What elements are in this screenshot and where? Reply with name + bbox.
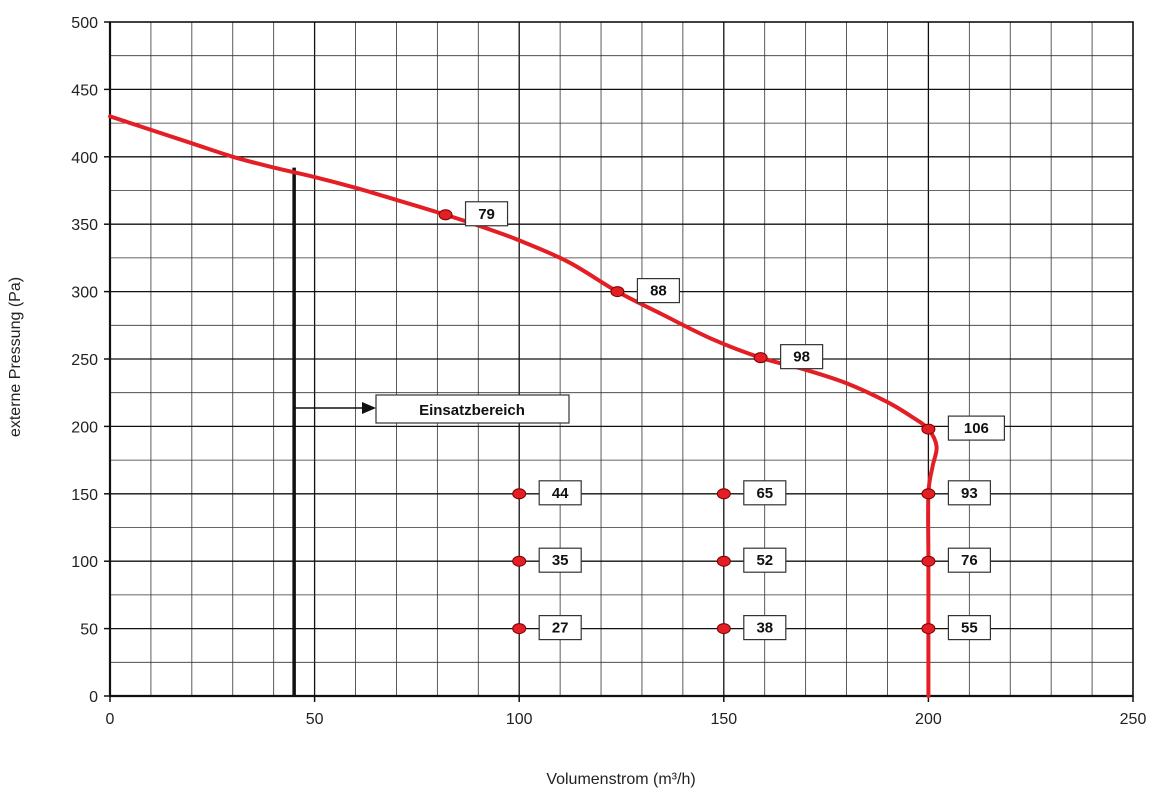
data-point-label-box [947,480,992,506]
data-point-label: 93 [961,485,978,502]
x-tick-label: 50 [306,711,324,728]
data-point-label: 38 [756,620,773,637]
data-point-label-box [464,201,509,227]
data-point-label: 65 [756,485,773,502]
data-point-label-box [743,614,787,641]
data-point [753,352,768,364]
data-point-label: 98 [793,349,810,366]
data-point-label: 55 [961,620,978,637]
y-tick-label: 350 [71,217,98,234]
data-point-label-box [538,480,582,506]
data-point [921,423,936,435]
x-tick-label: 0 [106,711,115,728]
x-tick-label: 250 [1120,711,1147,728]
data-point-label: 79 [478,206,495,223]
data-point-label-box [538,614,582,641]
tick-labels: 0 50 100 150 200 250 0 50 100 150 200 250 300 350 400 4… [71,15,1146,728]
annotation-arrow-head [362,402,376,414]
x-tick-label: 200 [915,711,942,728]
annotation-box [375,394,570,424]
data-point [921,488,936,500]
data-point-label: 106 [964,420,989,437]
data-point-label: 88 [650,283,667,300]
data-point [512,555,527,567]
data-point [438,209,453,221]
data-point-label-box [636,278,681,304]
data-point-label-box [947,415,1006,441]
data-point-label: 44 [552,485,569,502]
y-tick-label: 450 [71,82,98,99]
data-point [716,555,731,567]
y-tick-label: 250 [71,352,98,369]
data-point [921,555,936,567]
y-tick-label: 200 [71,419,98,436]
data-point [512,623,527,635]
data-point [610,286,625,298]
y-tick-label: 50 [80,622,98,639]
y-tick-label: 400 [71,150,98,167]
fan-curve [108,114,939,698]
data-point [716,623,731,635]
y-tick-label: 100 [71,554,98,571]
x-axis-title: Volumenstrom (m³/h) [546,771,695,788]
data-point [512,488,527,500]
operating-limit: Einsatzbereich [292,167,570,696]
data-point-label-box [780,344,824,370]
y-tick-label: 500 [71,15,98,32]
data-point [921,623,936,635]
data-point-label: 27 [552,620,569,637]
data-point [716,488,731,500]
data-point-label: 35 [552,552,569,569]
grid-lines [110,22,1133,696]
y-tick-label: 300 [71,285,98,302]
data-point-label-box [947,614,992,641]
data-point-label-box [743,547,787,573]
x-tick-label: 150 [710,711,737,728]
y-tick-label: 0 [89,689,98,706]
data-point-label-box [743,480,787,506]
data-point-label-box [947,547,992,573]
y-axis-title: externe Pressung (Pa) [7,277,24,437]
fan-curve-line [108,114,939,698]
data-point-label: 52 [756,552,773,569]
data-point-label-box [538,547,582,573]
y-tick-label: 150 [71,487,98,504]
x-tick-label: 100 [506,711,533,728]
data-point-label: 76 [961,552,978,569]
data-points: 79 88 98 106 44 65 93 35 52 76 27 38 55 [438,201,1006,641]
annotation-label: Einsatzbereich [419,402,525,419]
